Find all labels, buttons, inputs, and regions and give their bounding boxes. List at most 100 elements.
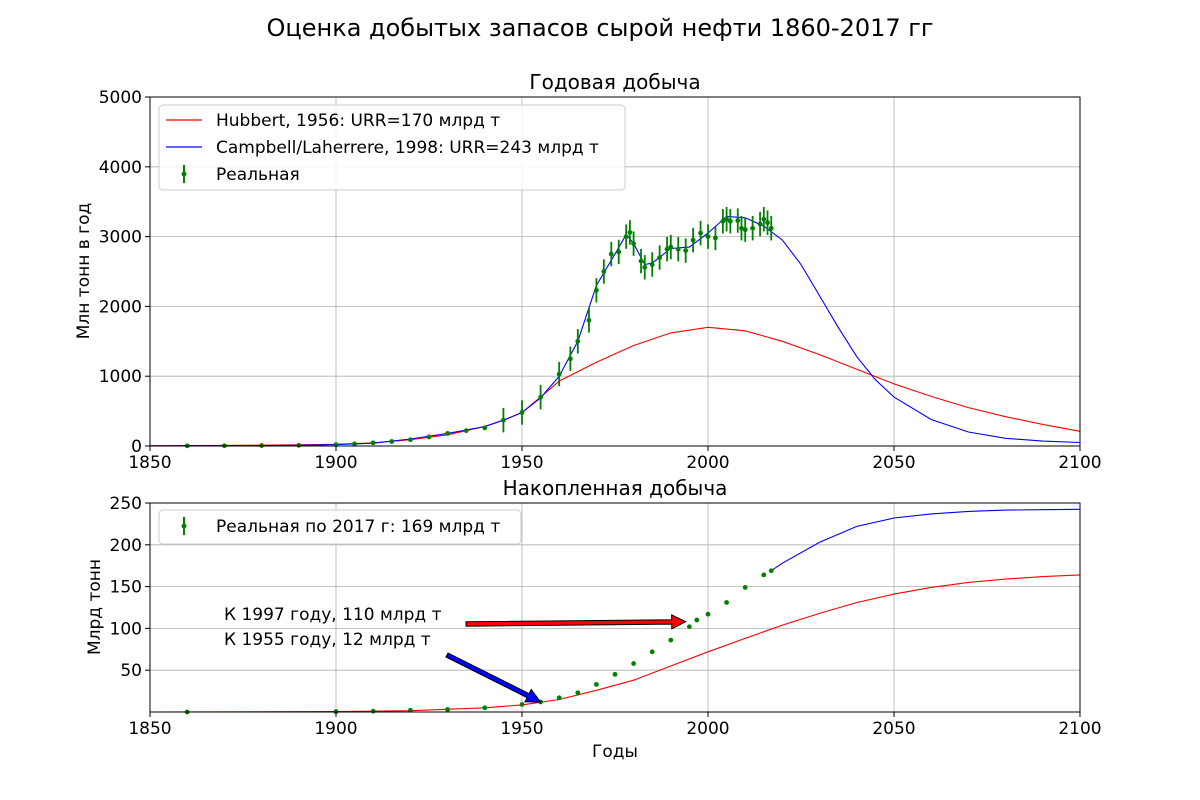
annual-hubbert-line bbox=[149, 326, 1081, 447]
cumulative-real-point bbox=[742, 585, 748, 590]
annual-real-point bbox=[698, 230, 703, 236]
cumulative-x-axis-label: Годы bbox=[592, 742, 638, 762]
cumulative-plot-frame bbox=[149, 502, 1081, 713]
cumulative-real-point bbox=[761, 572, 767, 578]
annual-real-point bbox=[586, 317, 592, 323]
annual-real-point bbox=[519, 410, 525, 415]
annual-real-point bbox=[664, 246, 670, 252]
cumulative-legend: Реальная по 2017 г: 169 млрд т bbox=[158, 509, 522, 545]
cumulative-y-axis-label: Млрд тонн bbox=[85, 559, 105, 655]
annual-y-tick-label-2000: 2000 bbox=[99, 297, 142, 317]
cumulative-real-point bbox=[687, 624, 692, 630]
cumulative-y-tick-label-100: 100 bbox=[110, 619, 142, 639]
annual-real-point bbox=[408, 437, 413, 443]
annual-real-point bbox=[742, 227, 748, 233]
cumulative-real-point bbox=[612, 671, 618, 677]
cumulative-real-point bbox=[445, 707, 450, 712]
annual-y-tick-label-5000: 5000 bbox=[99, 88, 142, 108]
annual-real-point bbox=[675, 246, 681, 252]
annual-real-points bbox=[184, 206, 774, 449]
legend-cumulative-real-label: Реальная по 2017 г: 169 млрд т bbox=[216, 517, 500, 537]
cumulative-real-point bbox=[594, 682, 599, 687]
annual-y-tick-label-1000: 1000 bbox=[99, 367, 142, 387]
annual-real-point bbox=[623, 234, 629, 240]
annotation-arrow-1955 bbox=[445, 652, 542, 703]
annual-series bbox=[149, 206, 1081, 449]
cumulative-real-point bbox=[370, 708, 376, 714]
annual-real-point bbox=[668, 244, 674, 250]
annual-y-tick-label-4000: 4000 bbox=[99, 158, 142, 178]
annotation-arrow-1997 bbox=[465, 614, 687, 630]
cumulative-real-point bbox=[724, 600, 729, 605]
annual-x-tick-label-2000: 2000 bbox=[686, 453, 729, 473]
annual-real-point bbox=[638, 258, 644, 264]
cumulative-x-tick-label-2100: 2100 bbox=[1058, 719, 1101, 739]
annual-real-point bbox=[724, 216, 729, 222]
cumulative-x-tick-label-2050: 2050 bbox=[872, 719, 915, 739]
annual-campbell-line bbox=[149, 215, 1081, 447]
cumulative-annotations: К 1997 году, 110 млрд т К 1955 году, 12 … bbox=[224, 605, 687, 703]
annual-x-tick-label-2100: 2100 bbox=[1058, 453, 1101, 473]
cumulative-y-tick-label-250: 250 bbox=[110, 494, 142, 514]
cumulative-real-point bbox=[694, 617, 700, 623]
cumulative-real-point bbox=[556, 695, 562, 701]
annual-real-point bbox=[296, 442, 302, 448]
cumulative-real-point bbox=[649, 649, 655, 655]
annual-y-tick-label-3000: 3000 bbox=[99, 228, 142, 248]
annual-real-point bbox=[642, 264, 648, 270]
cumulative-x-tick-label-1950: 1950 bbox=[500, 719, 543, 739]
legend-cumulative-real-swatch bbox=[181, 517, 187, 535]
annual-production-panel: Годовая добыча 1850 1900 1950 2000 2050 2100 0… bbox=[74, 70, 1102, 473]
annual-real-point bbox=[631, 241, 636, 246]
annual-legend-box bbox=[158, 104, 626, 191]
annual-real-point bbox=[389, 439, 395, 444]
cumulative-ticks: 1850 1900 1950 2000 2050 2100 50 100 150 200 250 bbox=[110, 494, 1102, 739]
annotation-1955: К 1955 году, 12 млрд т bbox=[224, 630, 431, 650]
cumulative-real-point bbox=[705, 611, 711, 617]
annual-real-point bbox=[768, 225, 774, 231]
annual-real-point bbox=[683, 248, 689, 253]
annual-real-point bbox=[720, 218, 726, 224]
annual-real-point bbox=[352, 441, 357, 447]
legend-real-label: Реальная bbox=[216, 165, 300, 185]
annual-real-point bbox=[482, 425, 488, 431]
annual-real-point bbox=[426, 434, 432, 440]
annual-real-point bbox=[608, 251, 614, 257]
annual-real-point bbox=[601, 269, 607, 274]
annotation-1997: К 1997 году, 110 млрд т bbox=[224, 605, 442, 625]
annual-real-point bbox=[690, 237, 696, 243]
cumulative-x-tick-label-1850: 1850 bbox=[128, 719, 171, 739]
cumulative-real-point bbox=[482, 705, 488, 711]
cumulative-panel-title: Накопленная добыча bbox=[503, 476, 728, 500]
cumulative-y-tick-label-200: 200 bbox=[110, 536, 142, 556]
cumulative-real-point bbox=[668, 637, 674, 643]
annual-real-point bbox=[616, 249, 622, 255]
annual-x-tick-label-1900: 1900 bbox=[314, 453, 357, 473]
cumulative-y-tick-label-150: 150 bbox=[110, 578, 142, 598]
annual-real-point bbox=[370, 440, 376, 446]
cumulative-legend-box bbox=[158, 509, 522, 545]
annual-real-point bbox=[657, 255, 663, 260]
cumulative-production-panel: Накопленная добыча 1850 1900 1950 2000 2050 2… bbox=[85, 476, 1102, 762]
cumulative-y-tick-label-50: 50 bbox=[120, 661, 142, 681]
annual-real-point bbox=[538, 394, 543, 400]
annual-real-point bbox=[575, 338, 581, 344]
annual-real-point bbox=[750, 225, 756, 231]
cumulative-x-tick-label-1900: 1900 bbox=[314, 719, 357, 739]
legend-campbell-label: Campbell/Laherrere, 1998: URR=243 млрд т bbox=[216, 138, 599, 158]
annual-y-axis-label: Млн тонн в год bbox=[74, 203, 94, 340]
annual-real-point bbox=[727, 218, 733, 224]
annual-real-point bbox=[649, 262, 655, 267]
annual-real-point bbox=[713, 235, 718, 241]
annual-real-point bbox=[627, 230, 633, 235]
annual-x-tick-label-2050: 2050 bbox=[872, 453, 915, 473]
cumulative-hubbert-line bbox=[149, 574, 1081, 713]
cumulative-real-point bbox=[519, 702, 525, 707]
cumulative-campbell-line bbox=[770, 508, 1081, 572]
annual-real-point bbox=[445, 431, 450, 436]
figure-title: Оценка добытых запасов сырой нефти 1860-… bbox=[267, 14, 934, 42]
annual-real-point bbox=[735, 218, 741, 223]
annual-real-point bbox=[594, 287, 599, 293]
legend-real-swatch bbox=[181, 165, 187, 183]
